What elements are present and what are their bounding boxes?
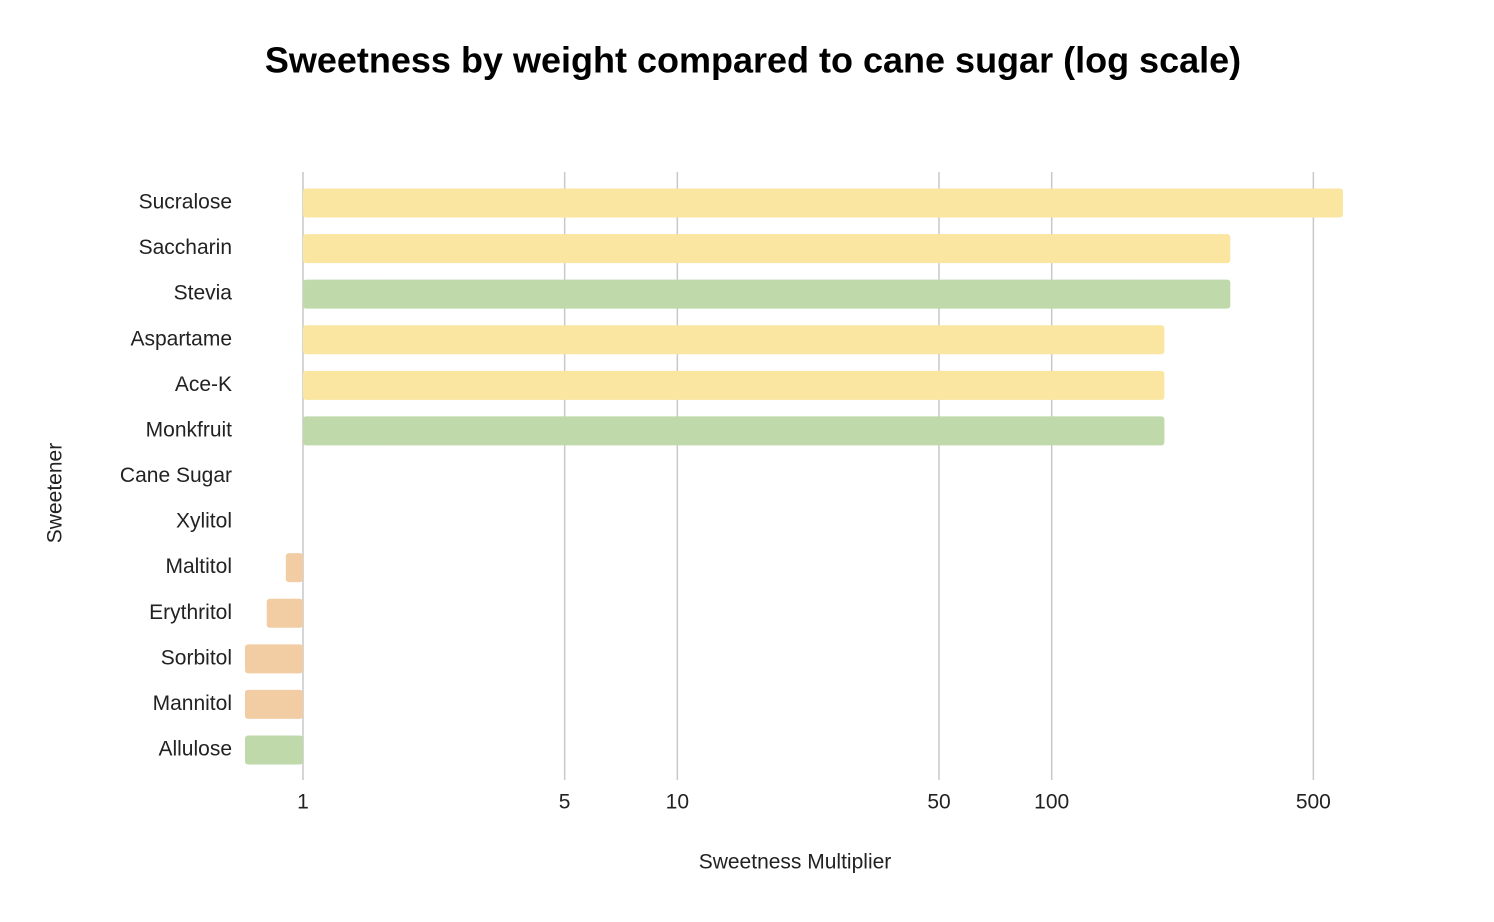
x-tick-label: 100 [1034, 791, 1069, 814]
y-tick-label: Erythritol [149, 601, 232, 624]
bar [245, 644, 303, 674]
bar [266, 598, 303, 628]
y-tick-label: Monkfruit [146, 418, 233, 441]
x-axis-title: Sweetness Multiplier [699, 851, 892, 874]
bar [245, 735, 303, 765]
bar [245, 689, 303, 719]
y-tick-label: Mannitol [153, 692, 232, 715]
x-tick-label: 1 [297, 791, 309, 814]
y-axis-title: Sweetener [44, 443, 67, 543]
x-tick-label: 500 [1296, 791, 1331, 814]
x-tick-label: 10 [666, 791, 689, 814]
bar [302, 370, 1165, 400]
y-tick-label: Allulose [158, 738, 232, 761]
bar [302, 279, 1231, 309]
y-tick-label: Maltitol [165, 555, 232, 578]
x-tick-label: 50 [927, 791, 950, 814]
chart-title: Sweetness by weight compared to cane sug… [265, 40, 1241, 81]
y-tick-label: Ace-K [175, 373, 232, 396]
y-tick-label: Cane Sugar [120, 464, 232, 487]
y-tick-label: Sucralose [139, 191, 232, 214]
bar [302, 416, 1165, 446]
bar [302, 188, 1343, 218]
x-tick-label: 5 [559, 791, 571, 814]
y-tick-label: Sorbitol [161, 646, 232, 669]
y-tick-label: Xylitol [176, 510, 232, 533]
y-tick-label: Stevia [174, 282, 233, 305]
y-tick-label: Saccharin [139, 236, 232, 259]
bar [285, 553, 303, 583]
bar [302, 325, 1165, 355]
bar [302, 234, 1231, 264]
y-tick-label: Aspartame [130, 327, 232, 350]
